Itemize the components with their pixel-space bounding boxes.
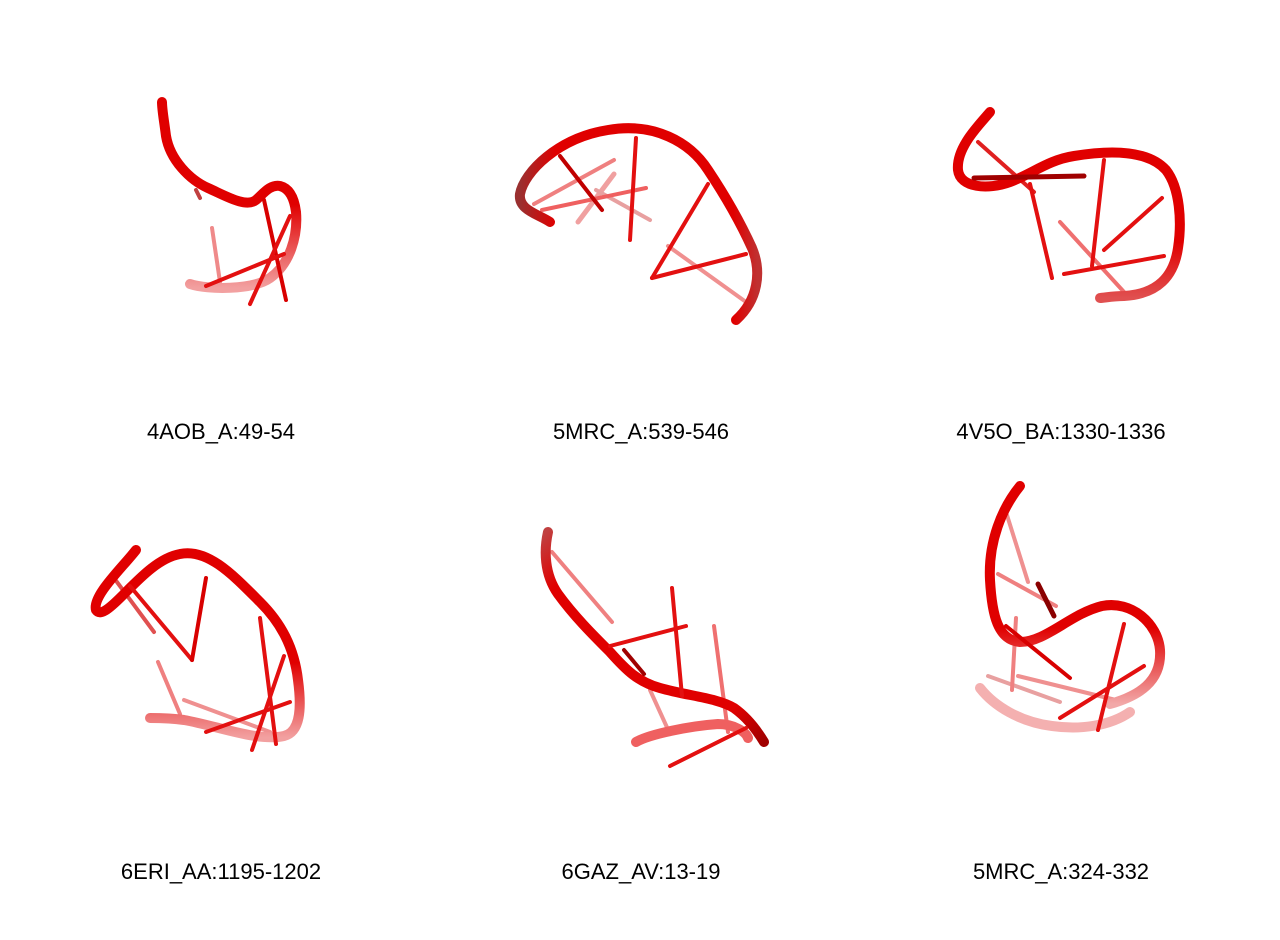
structure-panel-1: 4AOB_A:49-54 (8, 0, 434, 470)
structure-panel-4: 6ERI_AA:1195-1202 (8, 470, 434, 940)
structure-panel-5: 6GAZ_AV:13-19 (428, 470, 854, 940)
rna-structure-image-3 (952, 107, 1185, 303)
structure-label-5: 6GAZ_AV:13-19 (561, 859, 721, 884)
rna-structure-image-6 (975, 481, 1166, 733)
structure-label-2: 5MRC_A:539-546 (552, 419, 730, 444)
rna-structure-image-5 (540, 527, 769, 768)
rna-structure-image-1 (157, 97, 302, 306)
rna-structure-image-2 (514, 123, 763, 325)
structure-label-1: 4AOB_A:49-54 (147, 419, 295, 444)
structure-panel-3: 4V5O_BA:1330-1336 (848, 0, 1274, 470)
structure-panel-2: 5MRC_A:539-546 (428, 0, 854, 470)
rna-structure-image-4 (90, 545, 305, 752)
structure-panel-6: 5MRC_A:324-332 (848, 470, 1274, 940)
structure-label-4: 6ERI_AA:1195-1202 (120, 859, 322, 884)
structure-label-3: 4V5O_BA:1330-1336 (956, 419, 1166, 444)
structure-label-6: 5MRC_A:324-332 (972, 859, 1150, 884)
